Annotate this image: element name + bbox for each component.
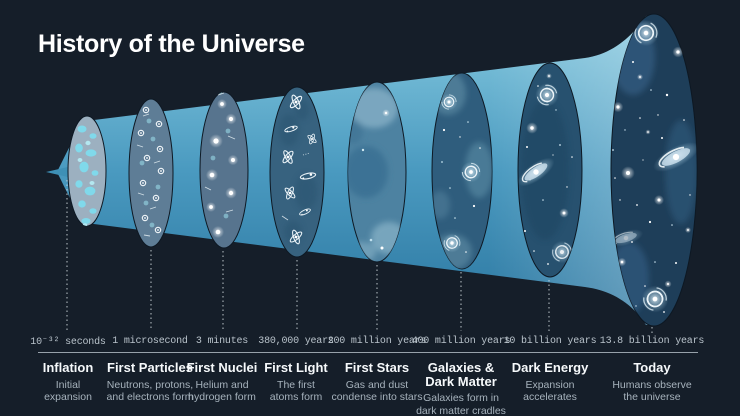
stage-time: 1 microsecond (112, 336, 188, 347)
stage-description: The first atoms form (269, 378, 323, 404)
stage-title: First Light (264, 360, 328, 375)
stars (612, 61, 691, 313)
stage-title: Dark Energy (511, 360, 589, 375)
stage-title: First Nuclei (186, 360, 258, 375)
timeline-stage-galaxies-dark-matter: 400 million years Galaxies & Dark Matter… (401, 336, 521, 416)
stage-time: 13.8 billion years (599, 336, 705, 347)
nuclei (204, 92, 239, 239)
stars (524, 85, 573, 265)
timeline-stage-inflation: 10⁻³² seconds Inflation Initial expansio… (8, 336, 128, 404)
stage-time: 10 billion years (503, 336, 597, 347)
atoms (279, 92, 319, 247)
stage-description: Humans observe the universe (612, 378, 692, 404)
stage-time: 380,000 years (258, 336, 334, 347)
stage-time: 3 minutes (195, 336, 249, 347)
epoch-ellipse-first-light (269, 86, 325, 258)
accelerating-galaxies (518, 73, 577, 267)
timeline-stage-today: 13.8 billion years Today Humans observe … (592, 336, 712, 404)
timeline-stage-first-particles: 1 microsecond First Particles Neutrons, … (90, 336, 210, 404)
timeline-stage-first-stars: 200 million years First Stars Gas and du… (317, 336, 437, 404)
stage-title: Today (633, 360, 671, 375)
stage-title: First Stars (344, 360, 410, 375)
timeline-stage-dark-energy: 10 billion years Dark Energy Expansion a… (490, 336, 610, 404)
stage-title: First Particles (107, 360, 193, 375)
stage-description: Initial expansion (44, 378, 92, 404)
stage-description: Expansion accelerates (523, 378, 577, 404)
quantum-fluctuation-blobs (75, 125, 99, 226)
epoch-ellipse-first-nuclei (199, 91, 249, 249)
epoch-ellipse-today (610, 13, 698, 327)
stage-time: 10⁻³² seconds (30, 337, 106, 348)
epoch-ellipse-inflation (67, 115, 107, 227)
stage-time: 400 million years (411, 336, 511, 347)
epoch-ellipse-first-particles (128, 98, 174, 248)
stage-description: Gas and dust condense into stars (331, 378, 423, 404)
timeline-stage-first-nuclei: 3 minutes First Nuclei Helium and hydrog… (162, 336, 282, 404)
stage-title: Inflation (42, 360, 94, 375)
stage-description: Helium and hydrogen form (188, 378, 256, 404)
leader-lines (66, 180, 653, 334)
timeline-axis (38, 352, 698, 353)
epoch-ellipse-first-stars (347, 81, 407, 263)
particles (136, 106, 165, 237)
timeline-stage-first-light: 380,000 years First Light The first atom… (236, 336, 356, 404)
cone-tip-spike (46, 166, 72, 178)
stage-description: Galaxies form in dark matter cradles (416, 392, 506, 416)
epoch-ellipse-dark-energy (517, 62, 583, 278)
stage-time: 200 million years (327, 336, 427, 347)
observable-universe (611, 14, 697, 316)
stage-title: Galaxies & Dark Matter (425, 360, 497, 389)
page-title: History of the Universe (38, 30, 305, 58)
stage-description: Neutrons, protons, and electrons form (106, 378, 194, 404)
